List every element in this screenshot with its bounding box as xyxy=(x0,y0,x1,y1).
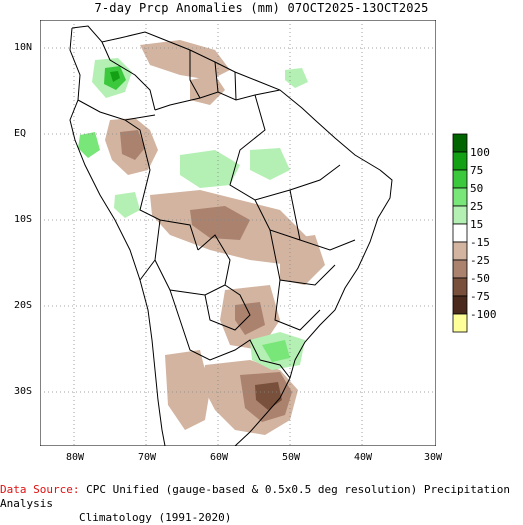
dry-region-amazon-core xyxy=(190,206,250,240)
dry-region-southcentral-core xyxy=(235,302,265,335)
legend-swatch xyxy=(452,133,468,153)
lon-label-50w: 50W xyxy=(282,452,301,463)
legend-swatch xyxy=(452,295,468,315)
west-coast xyxy=(69,27,166,446)
footer: Data Source: CPC Unified (gauge-based & … xyxy=(0,483,523,525)
page-title: 7-day Prcp Anomalies (mm) 07OCT2025-13OC… xyxy=(94,1,429,15)
lat-label-20s: 20S xyxy=(14,300,33,311)
map-frame[interactable] xyxy=(40,20,436,446)
lon-label-70w: 70W xyxy=(138,452,157,463)
wet-region-northeast xyxy=(285,68,308,88)
lat-label-10n: 10N xyxy=(14,42,33,53)
coastline xyxy=(71,25,393,446)
source-label: Data Source: xyxy=(0,483,80,496)
legend-label-25: 25 xyxy=(470,200,484,213)
border-venezuela-guyana xyxy=(189,50,201,99)
wet-region-amazon xyxy=(180,150,240,188)
lat-label-10s: 10S xyxy=(14,214,33,225)
border-suriname-guiana xyxy=(234,71,237,101)
color-legend xyxy=(452,133,468,333)
legend-label-15: 15 xyxy=(470,218,484,231)
lon-label-60w: 60W xyxy=(210,452,229,463)
legend-label-75: 75 xyxy=(470,164,484,177)
dry-region-central xyxy=(280,235,325,285)
wet-region-southeast-core xyxy=(262,340,290,362)
wet-region-peru xyxy=(114,192,140,218)
legend-swatch xyxy=(452,187,468,207)
legend-label-minus-50: -50 xyxy=(470,272,490,285)
wet-region-colombia-peak xyxy=(110,71,120,82)
dry-region-argentina xyxy=(165,350,210,430)
wet-region-ecuador xyxy=(78,132,100,158)
border-brazil-states xyxy=(229,94,356,331)
lon-label-40w: 40W xyxy=(354,452,373,463)
gridlines xyxy=(40,20,436,446)
lat-label-eq: EQ xyxy=(14,128,27,139)
border-chile-bolivia xyxy=(139,259,156,281)
country-borders xyxy=(69,25,393,446)
legend-swatch xyxy=(452,259,468,279)
legend-label-minus-100: -100 xyxy=(470,308,497,321)
border-colombia-peru xyxy=(77,99,156,121)
dry-region-guiana xyxy=(190,75,225,105)
anomaly-shading xyxy=(78,40,325,435)
border-argentina xyxy=(169,289,261,361)
legend-swatch xyxy=(452,151,468,171)
lon-label-80w: 80W xyxy=(66,452,85,463)
legend-label-minus-25: -25 xyxy=(470,254,490,267)
legend-swatch xyxy=(452,313,468,333)
border-guyana-suriname xyxy=(214,61,219,93)
dry-region-north xyxy=(140,40,230,80)
source-text: CPC Unified (gauge-based & 0.5x0.5 deg r… xyxy=(0,483,510,510)
dry-region-northwest-core xyxy=(120,130,145,160)
legend-label-minus-15: -15 xyxy=(470,236,490,249)
legend-swatches xyxy=(452,133,468,333)
lat-label-30s: 30S xyxy=(14,386,33,397)
border-bolivia xyxy=(154,219,231,296)
legend-swatch xyxy=(452,205,468,225)
climatology-text: Climatology (1991-2020) xyxy=(79,511,232,524)
legend-swatch xyxy=(452,241,468,261)
legend-swatch xyxy=(452,223,468,243)
legend-swatch xyxy=(452,169,468,189)
legend-label-minus-75: -75 xyxy=(470,290,490,303)
border-paraguay xyxy=(204,284,251,331)
lon-label-30w: 30W xyxy=(424,452,443,463)
legend-swatch xyxy=(452,277,468,297)
legend-label-50: 50 xyxy=(470,182,484,195)
border-uruguay xyxy=(259,359,291,379)
legend-label-100: 100 xyxy=(470,146,490,159)
border-colombia-venezuela xyxy=(101,41,156,111)
border-peru-brazil xyxy=(124,119,199,251)
wet-region-amazon-east xyxy=(250,148,290,180)
